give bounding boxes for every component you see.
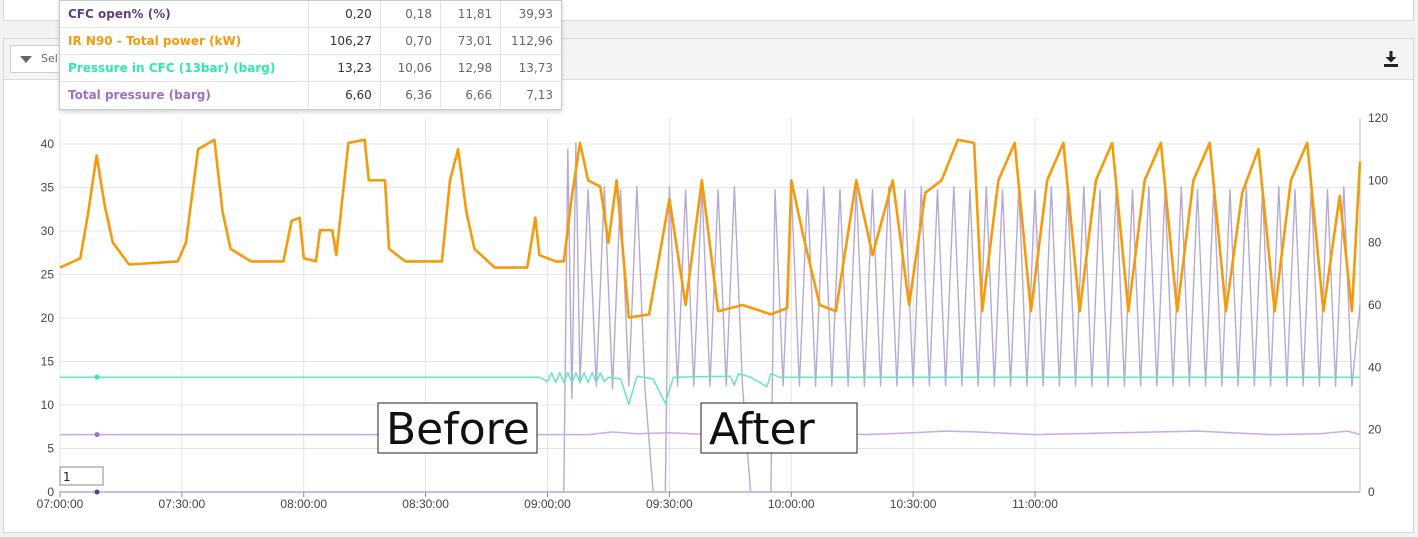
legend-min-value: 6,36 — [379, 81, 441, 108]
x-tick-label: 08:30:00 — [402, 497, 449, 511]
legend-series-name: Pressure in CFC (13bar) (barg) — [60, 54, 309, 82]
x-tick-label: 08:00:00 — [280, 497, 327, 511]
pressure-cfc-marker — [94, 374, 100, 380]
legend-max-value: 13,73 — [500, 54, 561, 82]
legend-max-value: 39,93 — [500, 1, 561, 28]
y-left-tick-label: 5 — [47, 442, 54, 456]
legend-current-value: 106,27 — [307, 27, 381, 55]
legend-series-name: Total pressure (barg) — [68, 88, 211, 102]
download-button[interactable] — [1381, 48, 1401, 70]
y-right-tick-label: 100 — [1368, 173, 1388, 187]
y-left-tick-label: 30 — [41, 224, 55, 238]
value-input-box — [59, 466, 104, 486]
y-left-tick-label: 15 — [41, 355, 55, 369]
legend-avg-value: 6,66 — [439, 81, 501, 108]
legend-series-name: CFC open% (%) — [60, 1, 309, 28]
legend-row[interactable]: Total pressure (barg) 6,60 6,36 6,66 7,13 — [60, 81, 561, 108]
y-left-tick-label: 40 — [41, 137, 55, 151]
legend-current-value: 0,20 — [307, 1, 381, 28]
legend-min-value: 0,70 — [379, 27, 441, 55]
x-tick-label: 09:30:00 — [646, 497, 693, 511]
total-pressure-marker — [94, 432, 100, 438]
y-right-tick-label: 80 — [1368, 236, 1382, 250]
x-tick-label: 07:00:00 — [37, 497, 84, 511]
legend-min-value: 0,18 — [379, 1, 441, 28]
series-line — [60, 372, 1360, 405]
y-right-tick-label: 20 — [1368, 423, 1382, 437]
x-tick-label: 10:30:00 — [890, 497, 937, 511]
before-box — [377, 402, 538, 454]
y-right-tick-label: 40 — [1368, 360, 1382, 374]
series-line — [60, 142, 1361, 493]
legend-min-value: 10,06 — [379, 54, 441, 82]
values-legend-table: CFC open% (%) 0,20 0,18 11,81 39,93 IR N90 - … — [59, 0, 562, 110]
legend-current-value: 13,23 — [307, 54, 381, 82]
legend-current-value: 6,60 — [307, 81, 381, 108]
y-left-tick-label: 35 — [41, 181, 55, 195]
y-right-tick-label: 0 — [1368, 485, 1375, 499]
after-label: After — [709, 404, 816, 455]
y-right-tick-label: 120 — [1368, 111, 1388, 125]
select-label: Sel — [41, 52, 58, 65]
legend-series-name: IR N90 - Total power (kW) — [60, 27, 309, 55]
x-tick-label: 07:30:00 — [159, 497, 206, 511]
download-icon — [1384, 51, 1398, 67]
y-left-tick-label: 20 — [41, 311, 55, 325]
y-right-tick-label: 60 — [1368, 298, 1382, 312]
x-tick-label: 10:00:00 — [768, 497, 815, 511]
y-left-tick-label: 10 — [41, 398, 55, 412]
y-left-tick-label: 25 — [41, 268, 55, 282]
x-tick-label: 11:00:00 — [1012, 497, 1058, 511]
legend-max-value: 112,96 — [500, 27, 561, 55]
value-input-text: 1 — [63, 470, 71, 484]
series-line — [60, 430, 1361, 436]
legend-avg-value: 11,81 — [439, 1, 501, 28]
before-label: Before — [386, 404, 530, 455]
cfc-open-marker — [94, 489, 100, 495]
x-tick-label: 09:00:00 — [524, 497, 571, 511]
after-box — [700, 402, 858, 454]
legend-avg-value: 12,98 — [439, 54, 501, 82]
legend-row[interactable]: CFC open% (%) 0,20 0,18 11,81 39,93 — [60, 1, 561, 28]
legend-max-value: 7,13 — [500, 81, 561, 108]
legend-avg-value: 73,01 — [439, 27, 501, 55]
y-left-tick-label: 0 — [47, 485, 54, 499]
legend-row[interactable]: IR N90 - Total power (kW) 106,27 0,70 73,01… — [60, 27, 561, 55]
series-line — [59, 138, 1362, 319]
caret-down-icon — [20, 56, 32, 63]
legend-row[interactable]: Pressure in CFC (13bar) (barg) 13,23 10,06… — [60, 54, 561, 82]
